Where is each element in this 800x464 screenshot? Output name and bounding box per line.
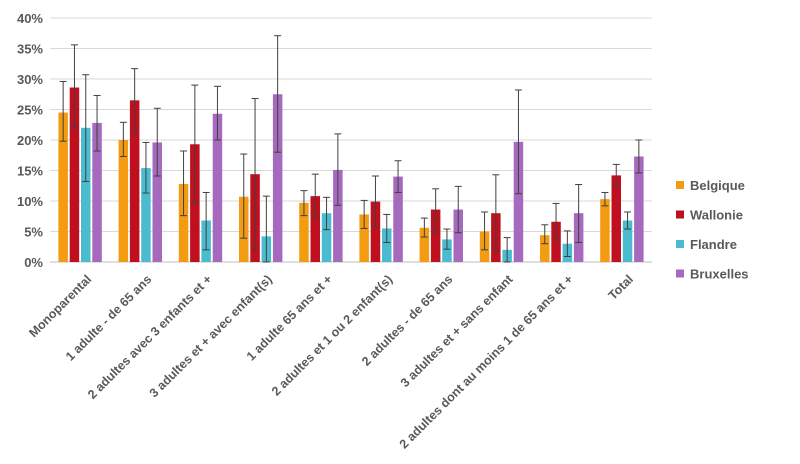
bar-belgique xyxy=(118,140,129,262)
legend-swatch-belgique xyxy=(676,181,684,189)
bar-belgique xyxy=(359,214,369,262)
bar-flandre xyxy=(81,127,91,262)
bar-bruxelles xyxy=(152,142,162,262)
y-tick-label: 10% xyxy=(17,194,43,209)
legend-label-flandre: Flandre xyxy=(690,237,737,252)
y-tick-label: 25% xyxy=(17,103,43,118)
bar-bruxelles xyxy=(453,209,463,262)
bar-flandre xyxy=(442,239,452,262)
y-tick-label: 30% xyxy=(17,72,43,87)
gridlines xyxy=(50,17,652,263)
bar-flandre xyxy=(141,168,151,262)
bar-wallonie xyxy=(430,209,441,262)
bar-flandre xyxy=(321,213,332,262)
bar-bruxelles xyxy=(212,113,223,263)
bar-bruxelles xyxy=(272,94,283,262)
category-label: Monoparental xyxy=(26,272,94,340)
bar-bruxelles xyxy=(393,176,403,262)
y-tick-label: 40% xyxy=(17,11,43,26)
bar-wallonie xyxy=(129,100,140,262)
bar-bruxelles xyxy=(513,141,524,262)
bar-belgique xyxy=(540,235,550,262)
y-tick-label: 35% xyxy=(17,42,43,57)
bar-wallonie xyxy=(310,196,320,262)
category-label: Total xyxy=(606,272,636,302)
y-axis: 0% 5% 10% 15% 20% 25% 30% 35% 40% xyxy=(17,11,43,270)
bar-bruxelles xyxy=(634,156,644,262)
y-tick-label: 15% xyxy=(17,164,43,179)
y-tick-label: 5% xyxy=(24,225,43,240)
bar-bruxelles xyxy=(333,169,343,262)
legend-swatch-wallonie xyxy=(676,210,684,219)
category-label: 3 adultes et + sans enfant xyxy=(398,272,516,390)
bar-belgique xyxy=(600,199,610,262)
bar-belgique xyxy=(178,183,189,262)
category-label: 2 adultes avec 3 enfants et + xyxy=(85,272,215,402)
legend-label-belgique: Belgique xyxy=(690,178,745,193)
bar-wallonie xyxy=(370,201,381,262)
bar-flandre xyxy=(382,228,392,262)
bar-belgique xyxy=(419,227,430,262)
legend-swatch-flandre xyxy=(676,240,684,248)
y-tick-label: 0% xyxy=(24,255,43,270)
error-bars xyxy=(59,35,643,263)
bar-wallonie xyxy=(611,175,621,262)
legend: Belgique Wallonie Flandre Bruxelles xyxy=(676,178,749,282)
bar-belgique xyxy=(58,112,68,262)
category-label: 3 adultes et + avec enfant(s) xyxy=(147,272,275,400)
bar-wallonie xyxy=(551,221,561,262)
legend-label-wallonie: Wallonie xyxy=(690,208,743,223)
y-tick-label: 20% xyxy=(17,133,43,148)
bar-flandre xyxy=(622,220,633,262)
bar-wallonie xyxy=(69,87,80,262)
legend-swatch-bruxelles xyxy=(676,269,684,278)
bar-bruxelles xyxy=(92,122,102,262)
bar-belgique xyxy=(299,202,309,262)
category-label: 2 adultes et 1 ou 2 enfant(s) xyxy=(269,272,395,398)
legend-label-bruxelles: Bruxelles xyxy=(690,267,749,282)
